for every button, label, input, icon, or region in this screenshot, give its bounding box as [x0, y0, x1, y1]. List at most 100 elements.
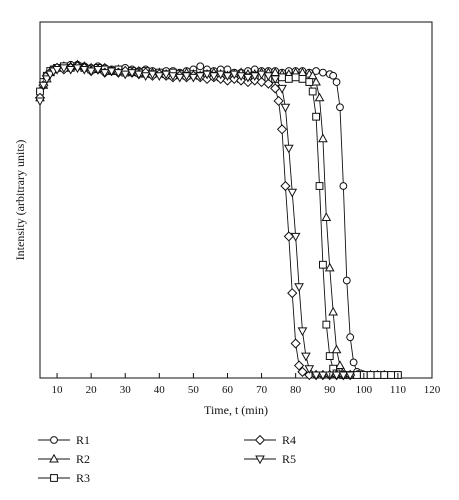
x-tick-label: 90: [324, 384, 336, 396]
data-point-r4: [297, 366, 308, 377]
data-point-r3: [380, 371, 389, 379]
data-point-r3: [312, 112, 321, 121]
data-point-r4: [270, 83, 281, 94]
legend-label-r1: R1: [76, 433, 90, 447]
data-point-r1: [332, 78, 341, 86]
data-point-r5: [277, 84, 287, 94]
data-point-r5: [127, 69, 137, 78]
data-point-r5: [236, 72, 246, 81]
data-point-r5: [59, 64, 69, 74]
legend-label-r2: R2: [76, 452, 90, 466]
data-point-r5: [99, 69, 110, 78]
data-point-r3: [315, 182, 324, 190]
data-point-r2: [328, 306, 338, 316]
data-point-r5: [174, 73, 185, 83]
legend-marker-r5: [255, 455, 265, 465]
data-point-r4: [263, 78, 274, 89]
data-point-r5: [243, 73, 253, 83]
data-point-r3: [305, 78, 314, 86]
plot-area: [34, 21, 433, 381]
x-tick-label: 50: [188, 384, 200, 396]
data-point-r5: [311, 371, 321, 381]
data-point-r5: [215, 70, 226, 80]
x-tick-label: 110: [390, 384, 407, 396]
data-point-r5: [229, 70, 240, 80]
x-tick-label: 40: [154, 384, 166, 396]
data-point-r2: [335, 360, 345, 370]
data-point-r2: [321, 212, 332, 221]
data-point-r5: [208, 72, 219, 81]
data-point-r5: [86, 67, 96, 77]
data-point-r5: [38, 81, 49, 91]
data-point-r5: [290, 232, 301, 242]
data-point-r5: [79, 65, 90, 75]
data-point-r3: [278, 73, 286, 82]
data-point-r5: [256, 70, 267, 80]
data-point-r5: [297, 327, 308, 337]
data-point-r4: [287, 287, 298, 299]
data-point-r2: [314, 92, 325, 102]
data-point-r3: [373, 371, 382, 379]
data-point-r5: [202, 70, 212, 80]
data-point-r5: [345, 371, 356, 381]
data-point-r5: [168, 72, 178, 81]
data-point-r5: [287, 188, 298, 198]
data-point-r2: [324, 262, 335, 272]
data-point-r1: [196, 62, 205, 71]
data-point-r3: [291, 73, 300, 82]
data-point-r2: [311, 76, 321, 86]
data-point-r5: [301, 352, 311, 362]
data-point-r3: [319, 260, 327, 269]
data-point-r5: [93, 65, 103, 75]
data-point-r5: [195, 72, 206, 81]
data-point-r5: [318, 371, 328, 381]
data-point-r4: [273, 95, 284, 107]
data-point-r5: [72, 64, 83, 74]
data-point-r5: [294, 283, 304, 293]
x-tick-label: 30: [120, 384, 132, 396]
data-point-r5: [283, 144, 294, 154]
data-point-r3: [366, 371, 375, 379]
data-point-r5: [263, 72, 274, 81]
x-tick-label: 20: [86, 384, 98, 396]
data-point-r5: [154, 72, 165, 81]
x-tick-label: 100: [356, 384, 373, 396]
data-point-r5: [65, 65, 76, 75]
legend-label-r5: R5: [282, 452, 296, 466]
data-point-r1: [319, 68, 327, 77]
data-point-r5: [280, 103, 291, 113]
legend-label-r3: R3: [76, 471, 90, 485]
legend-marker-r1: [50, 436, 58, 444]
legend-marker-r3: [50, 474, 58, 482]
legend: R1 R2 R3 R4 R5: [38, 433, 296, 485]
data-point-r1: [336, 103, 344, 112]
data-point-r5: [161, 70, 171, 80]
data-point-r5: [113, 69, 124, 78]
data-point-r4: [283, 231, 294, 242]
series-line-r1: [39, 64, 398, 376]
data-point-r5: [134, 70, 144, 80]
data-point-r5: [249, 72, 260, 81]
data-point-r4: [280, 180, 291, 192]
legend-marker-r2: [49, 453, 59, 463]
data-point-r3: [322, 320, 331, 329]
data-point-r2: [331, 344, 342, 354]
legend-label-r4: R4: [282, 433, 296, 447]
data-point-r3: [308, 87, 317, 96]
data-point-r5: [120, 70, 131, 80]
data-point-r5: [147, 70, 158, 80]
data-point-r2: [318, 133, 328, 143]
legend-marker-r4: [254, 434, 266, 446]
data-point-r4: [256, 76, 267, 88]
x-tick-label: 120: [424, 384, 441, 396]
data-point-r4: [276, 124, 288, 135]
data-point-r5: [270, 75, 281, 85]
series-markers: [34, 59, 402, 381]
data-point-r3: [284, 75, 293, 83]
x-tick-label: 60: [222, 384, 234, 396]
data-point-r3: [387, 371, 395, 379]
data-point-r1: [339, 182, 348, 190]
x-tick-label: 10: [52, 384, 64, 396]
data-point-r4: [290, 338, 301, 349]
